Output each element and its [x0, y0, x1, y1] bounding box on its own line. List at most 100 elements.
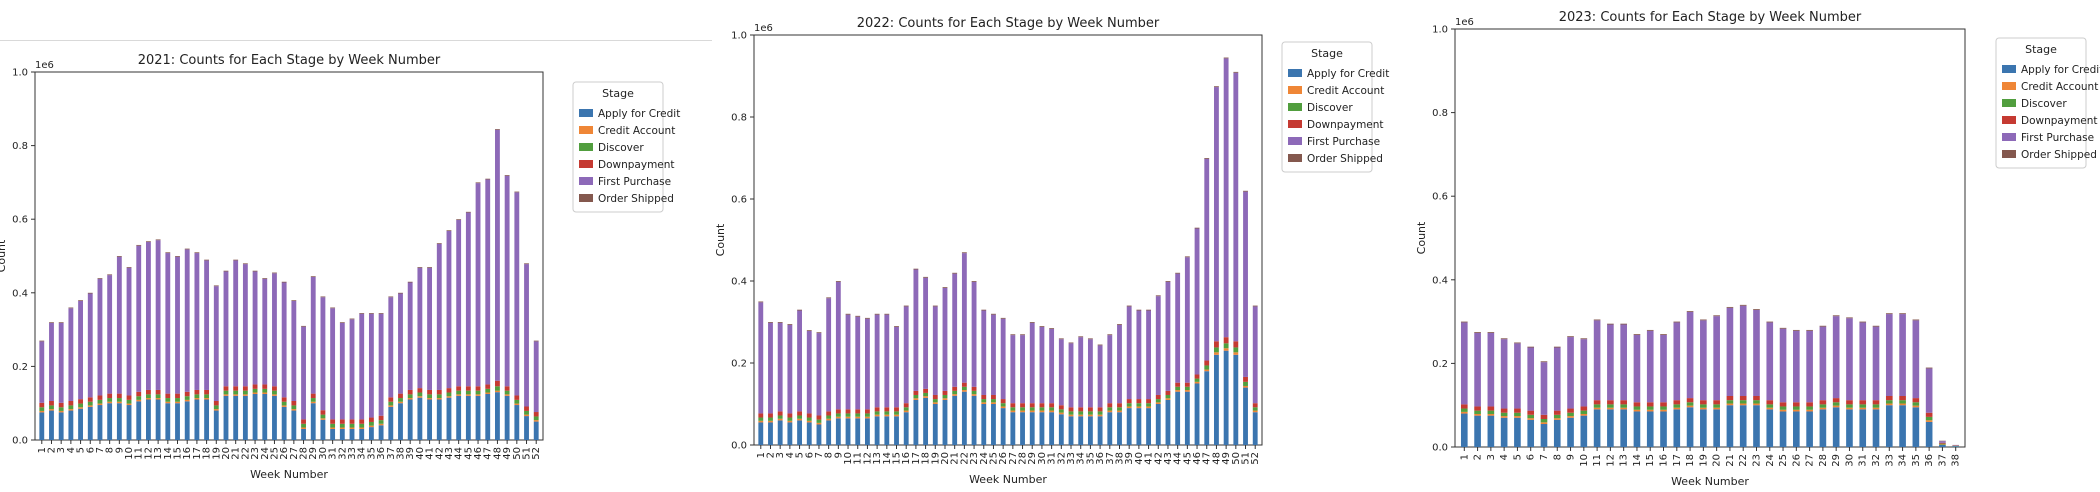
bar-order-shipped: [49, 322, 54, 323]
bar-credit-account: [758, 420, 764, 423]
legend-swatch: [579, 143, 593, 151]
bar-downpayment: [835, 409, 841, 414]
bar-apply-for-credit: [378, 425, 384, 440]
bar-discover: [58, 407, 64, 411]
bar-downpayment: [175, 393, 180, 399]
legend-swatch: [1288, 69, 1302, 77]
bar-first-purchase: [952, 273, 958, 387]
bar-downpayment: [1753, 396, 1760, 401]
bar-discover: [136, 396, 142, 400]
x-tick-label: 29: [308, 447, 319, 460]
bar-first-purchase: [213, 286, 219, 401]
bar-downpayment: [407, 389, 413, 395]
bar-first-purchase: [787, 324, 793, 414]
bar-downpayment: [456, 386, 462, 391]
bar-discover: [971, 390, 977, 395]
legend-swatch: [1288, 137, 1302, 145]
y-tick-label: 0.2: [731, 359, 747, 370]
bar-order-shipped: [1078, 336, 1084, 338]
bar-first-purchase: [1223, 58, 1229, 338]
bar-apply-for-credit: [1832, 407, 1840, 447]
x-tick-label: 2: [46, 447, 57, 453]
legend-item-label: Order Shipped: [1307, 153, 1383, 165]
bar-credit-account: [456, 394, 462, 396]
bar-first-purchase: [758, 302, 764, 414]
bar-first-purchase: [524, 264, 529, 407]
bar-first-purchase: [339, 322, 345, 420]
bar-discover: [884, 411, 890, 415]
bar-apply-for-credit: [136, 401, 142, 440]
bar-order-shipped: [339, 322, 345, 323]
y-tick-label: 0.6: [731, 195, 747, 206]
bar-first-purchase: [242, 264, 248, 387]
bar-downpayment: [1514, 408, 1521, 413]
bar-discover: [1753, 400, 1760, 404]
bar-credit-account: [971, 394, 977, 396]
bar-credit-account: [213, 409, 219, 411]
bar-apply-for-credit: [184, 401, 190, 440]
bar-apply-for-credit: [223, 395, 229, 440]
bar-apply-for-credit: [1593, 409, 1601, 447]
bar-apply-for-credit: [961, 391, 967, 445]
bar-downpayment: [961, 382, 967, 387]
bar-apply-for-credit: [894, 416, 899, 445]
bars: [758, 57, 1258, 445]
bar-first-purchase: [1686, 311, 1694, 399]
x-tick-label: 44: [454, 447, 465, 460]
bar-discover: [456, 390, 462, 395]
bar-first-purchase: [1194, 228, 1200, 375]
bar-first-purchase: [427, 267, 432, 390]
x-tick-label: 40: [415, 447, 426, 460]
x-tick-label: 14: [1632, 454, 1643, 467]
bar-discover: [1819, 404, 1827, 408]
bar-apply-for-credit: [1793, 411, 1800, 447]
bar-first-purchase: [116, 256, 122, 394]
x-tick-label: 43: [1163, 452, 1174, 465]
bar-apply-for-credit: [1136, 408, 1142, 445]
x-tick-label: 9: [1566, 454, 1577, 460]
bar-downpayment: [78, 399, 83, 404]
x-tick-label: 44: [1173, 452, 1184, 465]
bar-downpayment: [816, 415, 822, 420]
bar-downpayment: [378, 415, 384, 421]
bar-credit-account: [1049, 410, 1055, 413]
bar-apply-for-credit: [1487, 415, 1495, 447]
bar-credit-account: [97, 403, 103, 406]
bar-discover: [398, 398, 403, 402]
bar-order-shipped: [1155, 295, 1161, 297]
bar-order-shipped: [233, 259, 239, 261]
bar-downpayment: [136, 391, 142, 397]
bar-apply-for-credit: [427, 399, 432, 440]
bar-credit-account: [1000, 406, 1006, 409]
bar-downpayment: [1793, 402, 1800, 407]
bar-downpayment: [1819, 400, 1827, 405]
bar-credit-account: [865, 416, 870, 419]
bar-first-purchase: [1136, 310, 1142, 400]
bar-order-shipped: [1029, 322, 1035, 323]
x-tick-label: 42: [434, 447, 445, 460]
bar-downpayment: [68, 400, 74, 406]
bar-first-purchase: [272, 273, 277, 387]
bar-apply-for-credit: [865, 418, 870, 445]
chart-title: 2023: Counts for Each Stage by Week Numb…: [1559, 10, 1862, 25]
bar-apply-for-credit: [806, 422, 812, 445]
bar-credit-account: [1753, 403, 1760, 406]
bar-first-purchase: [1912, 320, 1920, 399]
bar-downpayment: [806, 413, 812, 418]
bar-first-purchase: [1540, 362, 1548, 415]
bar-downpayment: [427, 389, 432, 395]
bar-apply-for-credit: [1912, 407, 1920, 447]
x-tick-label: 10: [1579, 454, 1590, 467]
bar-credit-account: [1514, 416, 1521, 418]
bar-downpayment: [865, 409, 870, 414]
bar-first-purchase: [1184, 257, 1190, 383]
bar-order-shipped: [378, 313, 384, 314]
legend-item-label: Downpayment: [2021, 115, 2098, 127]
bar-first-purchase: [97, 278, 103, 396]
bar-credit-account: [1872, 407, 1880, 410]
bar-first-purchase: [1846, 318, 1853, 401]
bar-first-purchase: [797, 310, 802, 412]
bar-apply-for-credit: [1039, 412, 1045, 445]
bar-discover: [1899, 400, 1906, 404]
bar-downpayment: [797, 411, 802, 416]
